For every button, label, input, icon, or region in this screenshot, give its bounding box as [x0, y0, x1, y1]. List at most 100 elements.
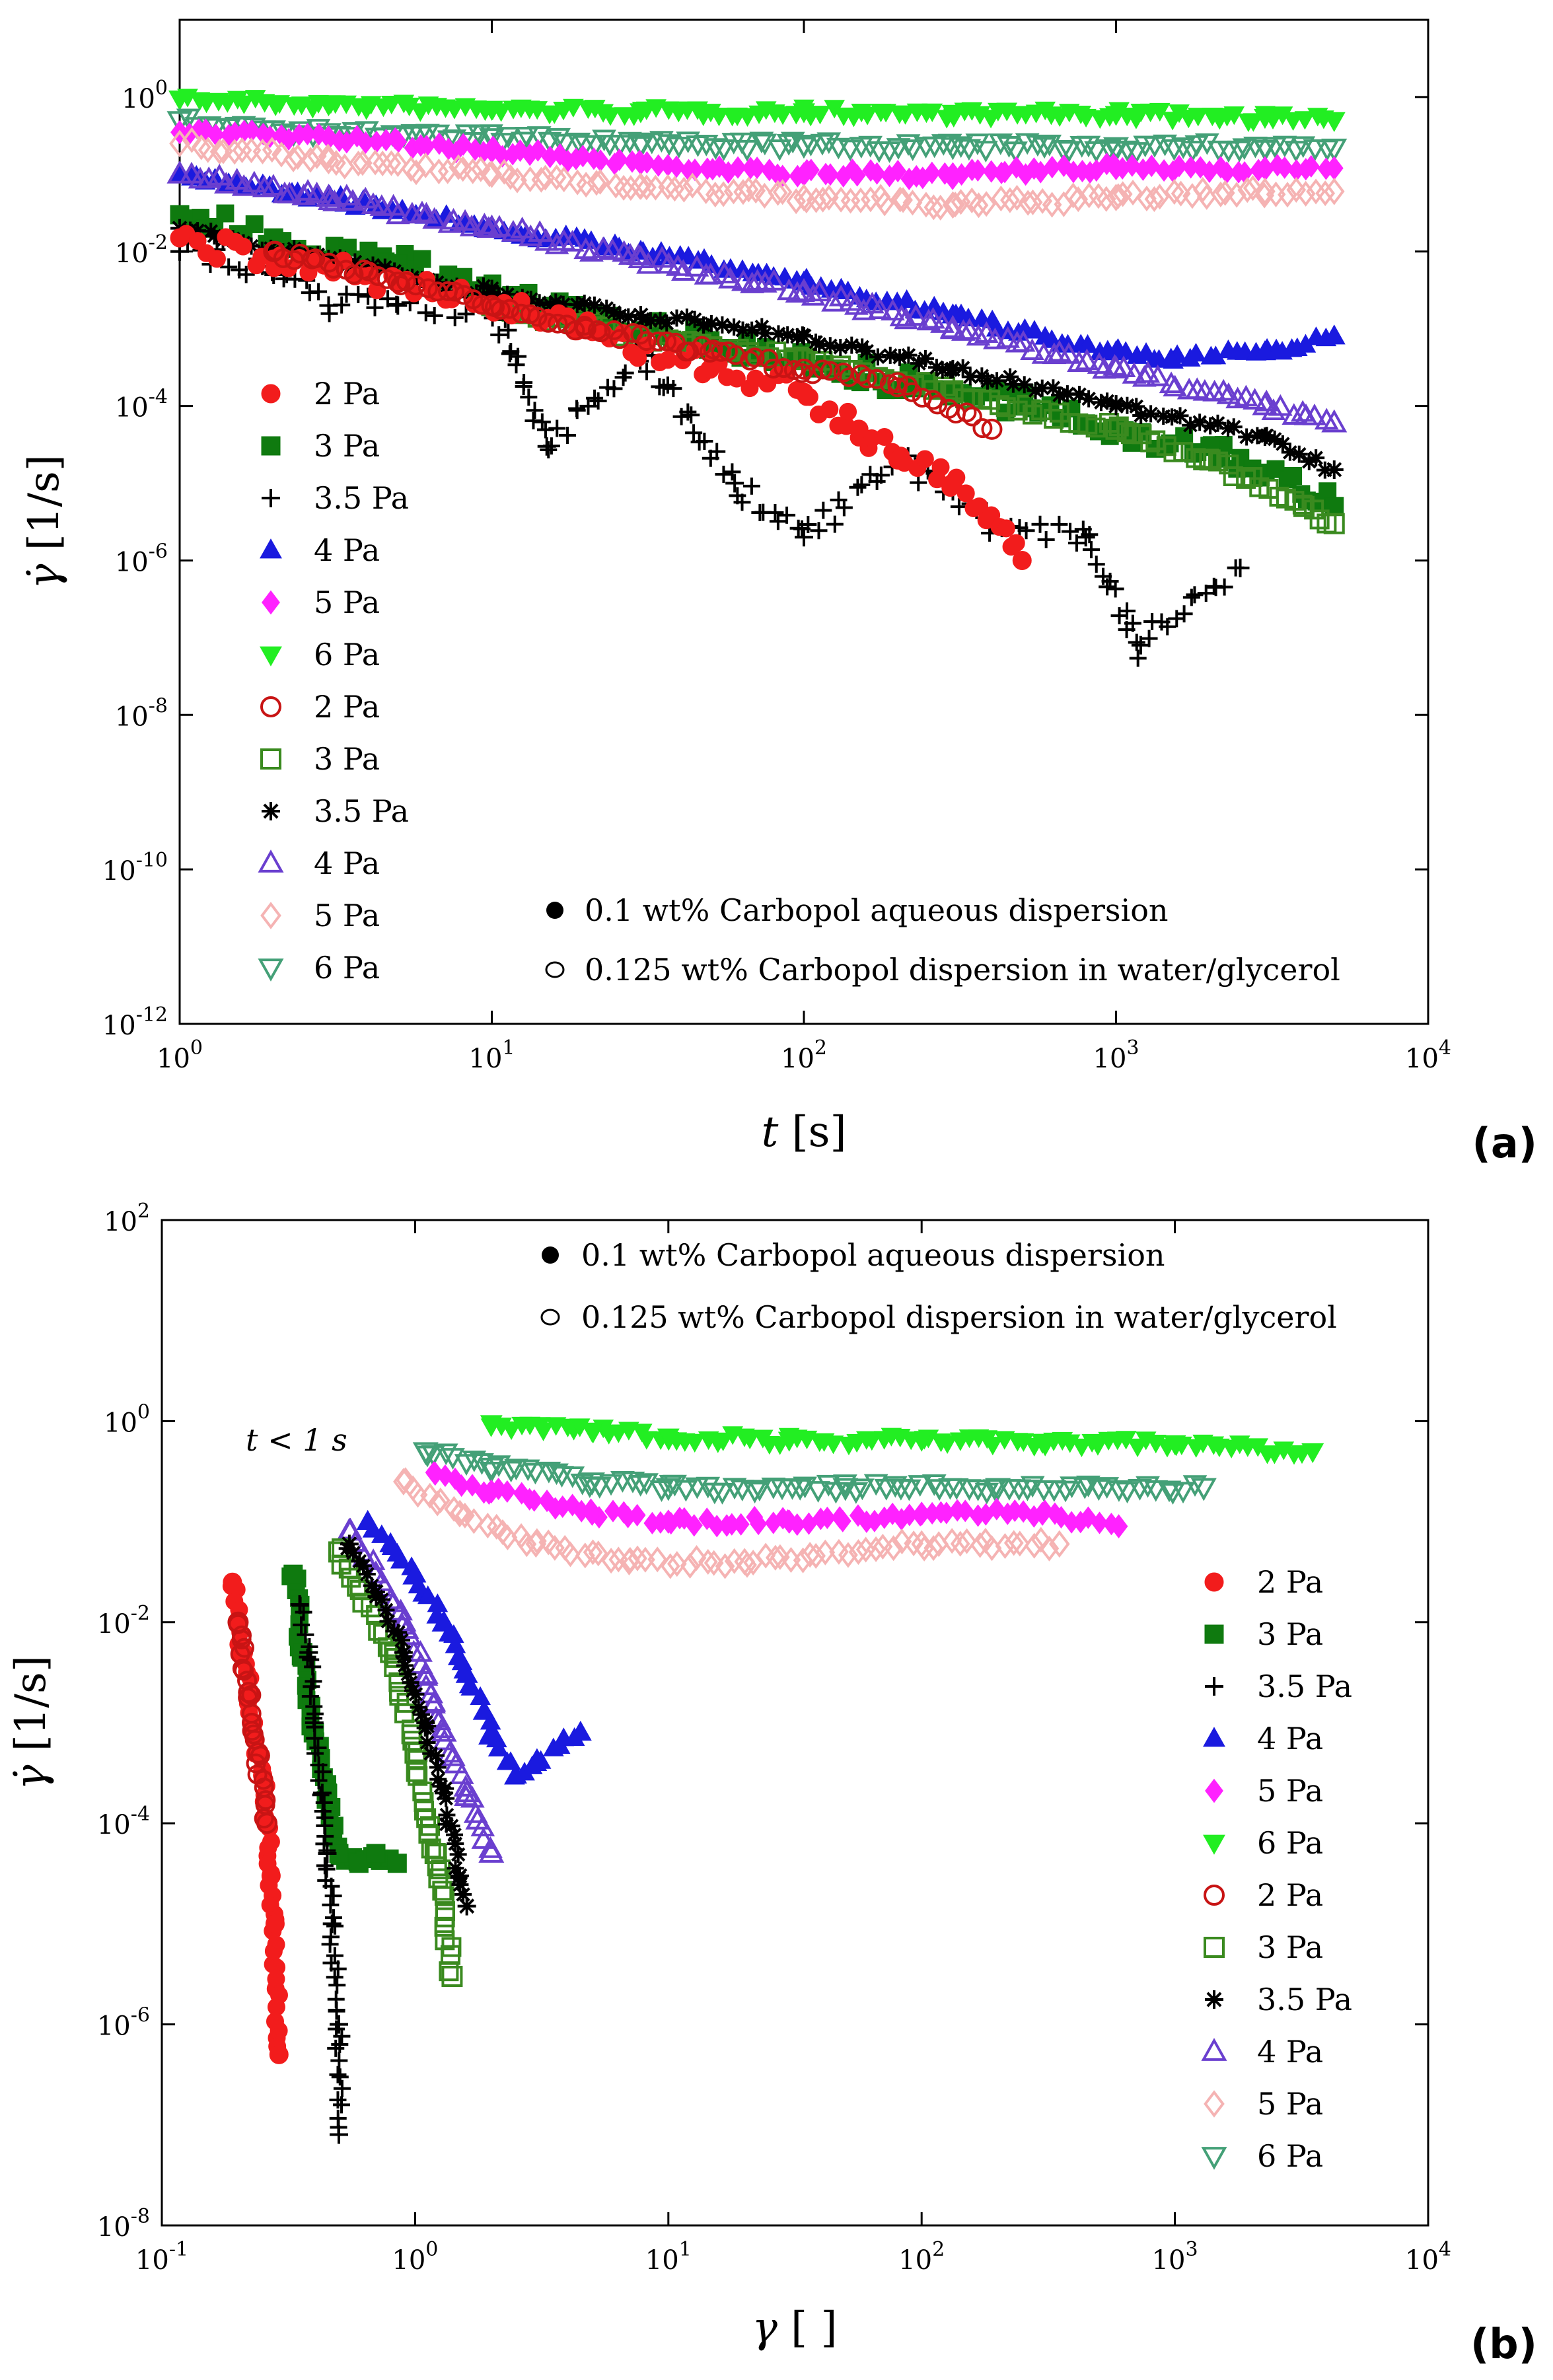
- y-tick-label: 10-6: [97, 2004, 150, 2042]
- filled-circle-icon: [546, 902, 563, 919]
- data-point: [799, 516, 817, 534]
- data-point: 3.5 Pa: (2500, 8e-7): [1231, 558, 1250, 577]
- data-point: [779, 326, 797, 344]
- data-point: [379, 1612, 397, 1630]
- data-point: [434, 1886, 454, 1906]
- data-point: [605, 303, 623, 321]
- triangle-down-marker-icon: [1203, 1834, 1225, 1855]
- data-point: [1171, 407, 1189, 425]
- data-point: 4 Pa: (10, 0.02): [478, 214, 505, 238]
- data-point: [299, 122, 316, 145]
- data-point: [820, 361, 840, 381]
- data-point: [432, 1778, 450, 1795]
- data-point: [560, 1466, 585, 1488]
- data-point: [472, 213, 497, 234]
- data-point: [851, 187, 871, 213]
- data-point: [515, 1459, 540, 1482]
- data-point: [927, 394, 948, 415]
- panel-a-ticks: 100 101 102 103 10410-1210-1010-810-610-410-…: [102, 20, 1451, 1074]
- data-point: 6 Pa: (2, 0.95): [480, 1415, 503, 1435]
- data-point: [574, 145, 592, 168]
- data-point: [358, 1566, 376, 1583]
- legend-item: 5 Pa: [1205, 1773, 1323, 1809]
- data-point: [310, 283, 328, 301]
- legend-label: 5 Pa: [314, 898, 380, 933]
- data-point: [322, 1896, 340, 1914]
- data-point: [1171, 137, 1196, 159]
- data-point: [437, 1741, 462, 1763]
- data-point: 2 Pa: (100, 0.00015): [794, 382, 814, 402]
- data-point: [628, 1503, 646, 1527]
- data-point: [1023, 189, 1043, 215]
- data-point: [819, 184, 839, 211]
- data-point: [667, 136, 692, 159]
- triangle-down-marker-icon: [1201, 2147, 1227, 2170]
- data-point: [1033, 379, 1051, 397]
- data-point: [869, 348, 886, 366]
- legend-item: 3.5 Pa: [262, 480, 409, 516]
- data-point: [397, 1623, 421, 1645]
- x-tick-exponent: 2: [932, 2238, 945, 2261]
- data-point: [318, 143, 338, 170]
- legend-item: 5 Pa: [260, 898, 380, 933]
- data-point: [385, 202, 410, 225]
- data-point: 5 Pa: (100, 0.12): [912, 1501, 931, 1526]
- data-point: [776, 133, 801, 156]
- panel-a-xlabel-var: t: [762, 1108, 779, 1157]
- data-point: 3 Pa: (0.7, 0.00005): [366, 1844, 386, 1863]
- data-point: 6 Pa: (1300, 0.22): [1190, 1478, 1217, 1501]
- square-marker-icon: [261, 436, 281, 456]
- x-tick-mantissa: 10: [781, 1044, 814, 1074]
- legend-label: 5 Pa: [1257, 2086, 1323, 2122]
- data-point: [1192, 156, 1210, 179]
- data-point: [315, 1794, 333, 1812]
- data-point: [207, 250, 226, 268]
- data-point: [1164, 178, 1184, 205]
- data-point: [966, 1480, 990, 1501]
- data-point: [715, 466, 733, 484]
- data-point: [544, 1463, 569, 1486]
- data-point: [1157, 1480, 1182, 1503]
- legend-label: 3 Pa: [1257, 1616, 1323, 1652]
- data-point: [412, 1706, 430, 1723]
- data-point: [1282, 403, 1307, 425]
- data-point: [715, 1553, 735, 1579]
- data-point: [747, 1480, 772, 1501]
- panel-b-note-2: 0.125 wt% Carbopol dispersion in water/g…: [540, 1299, 1337, 1335]
- data-point: [866, 1536, 886, 1562]
- data-point: 3.5 Pa: (1.5, 0.00003): [450, 1866, 469, 1885]
- data-point: [499, 321, 517, 339]
- data-point: [1261, 398, 1286, 420]
- data-point: [1294, 111, 1316, 130]
- data-point: 6 Pa: (1000, 0.6): [1104, 106, 1128, 126]
- x-tick-exponent: 4: [1439, 2238, 1451, 2261]
- square-marker-icon: [1204, 1937, 1225, 1958]
- data-point: [427, 1856, 447, 1877]
- data-point: [293, 1616, 310, 1634]
- y-tick-label: 102: [104, 1200, 150, 1237]
- data-point: 6 Pa: (10, 0.3): [478, 128, 505, 151]
- data-point: [457, 305, 475, 323]
- data-point: [1075, 348, 1099, 371]
- data-point: [1031, 515, 1049, 533]
- legend-label: 3 Pa: [314, 741, 380, 777]
- data-point: [684, 254, 709, 277]
- data-point: [982, 1437, 1003, 1456]
- data-point: [704, 1550, 724, 1576]
- data-point: [806, 1542, 826, 1569]
- data-point: [525, 1489, 543, 1512]
- data-point: 3.5 Pa: (60, 0.00001): [725, 474, 744, 493]
- data-point: 5 Pa: (600, 0.09): [1109, 1514, 1128, 1538]
- data-point: [684, 1433, 705, 1453]
- data-point: [287, 144, 308, 170]
- data-point: [429, 158, 449, 185]
- panel-b-note-1: 0.1 wt% Carbopol aqueous dispersion: [542, 1237, 1165, 1273]
- data-point: 6 Pa: (100, 0.65): [793, 103, 815, 124]
- data-point: [443, 1751, 468, 1774]
- data-point: 3.5 Pa: (10, 0.003): [482, 282, 501, 301]
- data-point: [896, 1479, 921, 1501]
- data-point: [1185, 343, 1207, 362]
- data-point: 2 Pa: (150, 0.00005): [849, 419, 869, 439]
- data-point: 5 Pa: (1.2, 0.3): [425, 1461, 445, 1486]
- data-point: [957, 318, 982, 340]
